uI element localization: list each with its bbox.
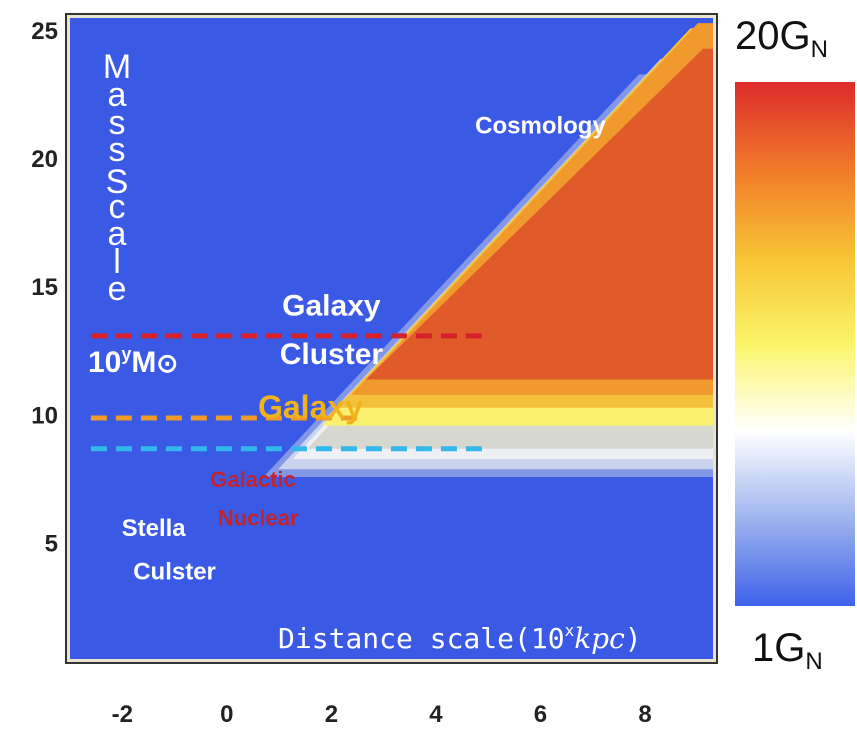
ylabel-letter: S bbox=[106, 163, 129, 201]
x-tick-label: 8 bbox=[638, 701, 651, 728]
x-axis-ticks: -2 0 2 4 6 8 bbox=[112, 701, 652, 728]
colorbar-min-main: 1G bbox=[752, 626, 806, 670]
mass-unit-symbol: ⊙ bbox=[156, 348, 178, 378]
annotation-galaxy-cluster-2: Cluster bbox=[280, 338, 384, 371]
mass-unit-base: M bbox=[131, 346, 156, 379]
colorbar bbox=[735, 82, 855, 606]
xlabel-main: Distance scale(10 bbox=[278, 622, 565, 655]
ylabel-letter: s bbox=[109, 131, 126, 169]
xlabel-unit: kpc bbox=[574, 622, 625, 655]
annotation-galactic-nuclear-2: Nuclear bbox=[218, 506, 299, 531]
x-tick-label: 0 bbox=[220, 701, 233, 728]
ylabel-letter: a bbox=[108, 215, 127, 253]
x-tick-label: 2 bbox=[325, 701, 338, 728]
ylabel-letter: a bbox=[108, 76, 127, 114]
mass-unit-sup: y bbox=[121, 344, 131, 364]
x-tick-label: 6 bbox=[534, 701, 547, 728]
mass-unit-prefix: 10 bbox=[88, 346, 121, 379]
x-tick-label: 4 bbox=[429, 701, 443, 728]
annotation-galaxy-cluster-1: Galaxy bbox=[282, 289, 381, 322]
colorbar-min-label: 1GN bbox=[752, 626, 823, 676]
y-tick-label: 15 bbox=[31, 274, 58, 301]
y-tick-label: 10 bbox=[31, 402, 58, 429]
ylabel-letter: e bbox=[108, 270, 127, 308]
y-tick-label: 25 bbox=[31, 18, 58, 45]
annotation-galactic-nuclear-1: Galactic bbox=[210, 467, 296, 492]
annotation-galaxy: Galaxy bbox=[258, 389, 363, 425]
x-tick-label: -2 bbox=[112, 701, 133, 728]
xlabel-close: ) bbox=[625, 622, 642, 655]
wedge-band bbox=[365, 48, 713, 380]
xlabel-sup: x bbox=[565, 621, 575, 640]
plot-area bbox=[70, 18, 713, 659]
y-tick-label: 20 bbox=[31, 146, 58, 173]
annotation-stella-cluster-2: Culster bbox=[133, 559, 216, 586]
colorbar-max-label: 20GN bbox=[735, 14, 828, 64]
annotation-stella-cluster-1: Stella bbox=[122, 515, 187, 542]
annotation-cosmology: Cosmology bbox=[475, 112, 606, 139]
ylabel-letter: l bbox=[113, 243, 121, 281]
y-tick-label: 5 bbox=[45, 531, 58, 558]
x-axis-label: Distance scale(10xkpc) bbox=[278, 621, 642, 655]
ylabel-letter: M bbox=[103, 48, 131, 86]
colorbar-min-sub: N bbox=[805, 648, 823, 675]
ylabel-letter: c bbox=[109, 188, 126, 226]
mass-unit-label: 10yM⊙ bbox=[88, 344, 178, 379]
colorbar-max-sub: N bbox=[810, 36, 828, 63]
colorbar-max-main: 20G bbox=[735, 14, 811, 58]
annotations: Cosmology Galaxy Cluster Galaxy Galactic Nucl… bbox=[88, 48, 642, 655]
ylabel-letter: s bbox=[109, 104, 126, 142]
colorbar-gradient bbox=[735, 82, 855, 606]
y-axis-ticks: 5 10 15 20 25 bbox=[31, 18, 58, 558]
